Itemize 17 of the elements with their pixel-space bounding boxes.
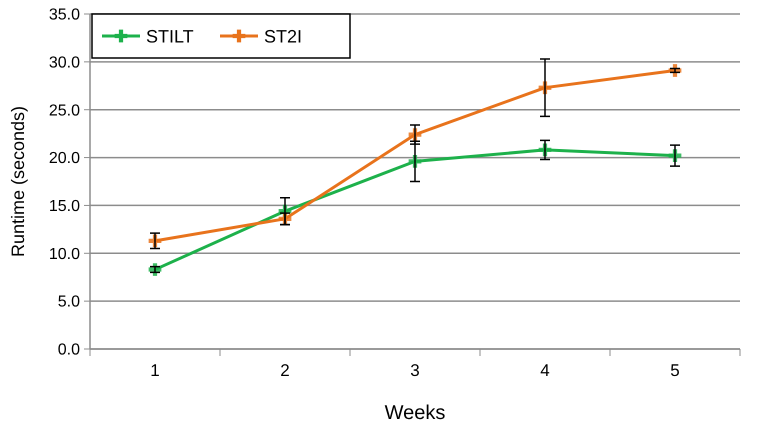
y-tick-label: 35.0 — [48, 6, 80, 24]
x-tick-label: 3 — [410, 361, 420, 380]
y-tick-label: 10.0 — [48, 246, 80, 263]
y-tick-label: 15.0 — [48, 198, 80, 216]
x-tick-label: 4 — [540, 361, 550, 380]
legend-label: ST2I — [264, 26, 302, 46]
x-axis-title: Weeks — [384, 402, 446, 424]
y-tick-label: 25.0 — [48, 102, 80, 120]
x-tick-label: 5 — [670, 361, 680, 380]
y-axis-title: Runtime (seconds) — [8, 106, 28, 258]
y-tick-label: 20.0 — [48, 150, 80, 168]
x-tick-label: 2 — [280, 361, 290, 380]
legend-label: STILT — [146, 26, 194, 46]
y-tick-label: 5.0 — [58, 294, 80, 311]
y-tick-label: 0.0 — [58, 342, 80, 359]
y-tick-label: 30.0 — [48, 54, 80, 72]
x-tick-label: 1 — [150, 361, 160, 380]
